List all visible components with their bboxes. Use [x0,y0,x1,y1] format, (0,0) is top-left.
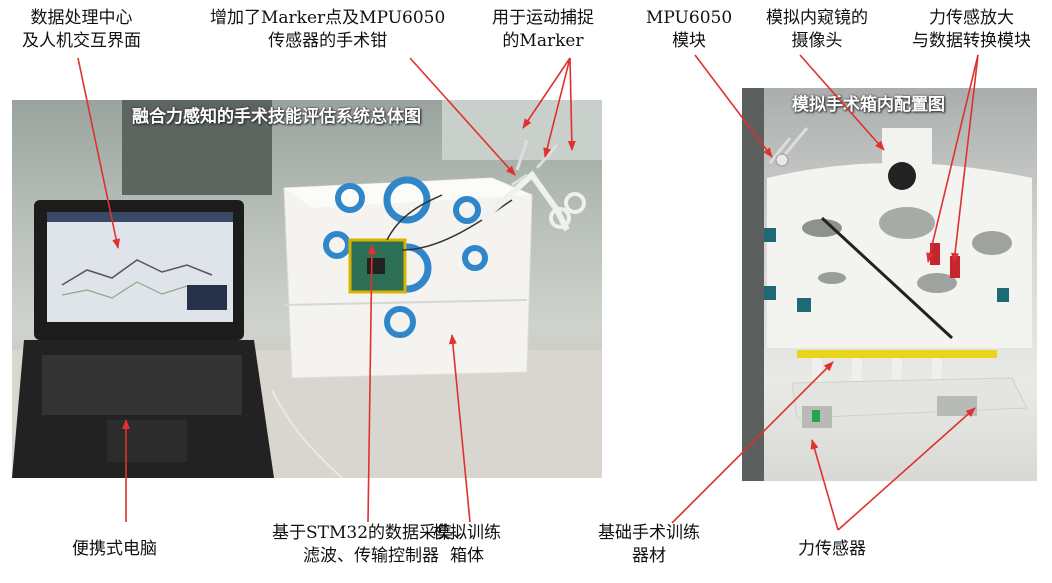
photo-right-title: 模拟手术箱内配置图 [792,95,945,115]
label-data-center: 数据处理中心 及人机交互界面 [22,8,141,51]
surgical-instrument [820,216,954,340]
arrow-box [448,334,471,523]
laptop-keyboard [42,355,242,415]
label-forceps: 增加了Marker点及MPU6050 传感器的手术钳 [210,8,446,51]
label-force-sensor: 力传感器 [798,539,866,559]
laptop-touchpad [107,420,187,462]
ring-6 [462,245,488,271]
arrow-force-sensor-2 [837,407,976,531]
ring-2 [383,176,431,224]
arrow-marker-2 [543,57,571,158]
label-mpu: MPU6050 模块 [646,8,733,51]
arrow-equipment [671,361,834,524]
label-box: 模拟训练 箱体 [433,523,501,566]
label-amplifier: 力传感放大 与数据转换模块 [912,8,1031,51]
yellow-rope [797,350,997,358]
arrow-amplifier-2 [951,54,979,263]
label-stm32: 基于STM32的数据采集、 滤波、传输控制器 [272,523,471,566]
arrow-marker-3 [567,57,576,151]
training-box-interior-photo: 模拟手术箱内配置图 [742,88,1037,481]
system-overview-illustration [12,100,602,478]
ring-3 [453,196,481,224]
box-back-wall [767,163,1032,348]
arrow-amplifier-1 [926,54,979,263]
endoscope-camera-lens [888,162,916,190]
label-laptop: 便携式电脑 [72,539,157,559]
arrow-marker-1 [522,57,571,129]
arrow-stm32 [367,244,376,523]
ring-1 [335,183,365,213]
arrow-data-center [77,57,121,249]
arrow-force-sensor-1 [810,439,839,531]
photo-left-title: 融合力感知的手术技能评估系统总体图 [132,107,421,127]
arrow-forceps [409,57,516,176]
background-monitor [122,100,272,195]
amplifier-sensor-1 [930,243,940,265]
label-camera: 模拟内窥镜的 摄像头 [766,8,868,51]
arrow-camera [799,54,885,151]
label-equipment: 基础手术训练 器材 [598,523,700,566]
ring-4 [323,231,351,259]
ring-7 [384,306,416,338]
label-marker: 用于运动捕捉 的Marker [492,8,594,51]
arrow-mpu [694,54,773,158]
surgical-forceps [479,170,570,232]
amplifier-sensor-2 [950,256,960,278]
